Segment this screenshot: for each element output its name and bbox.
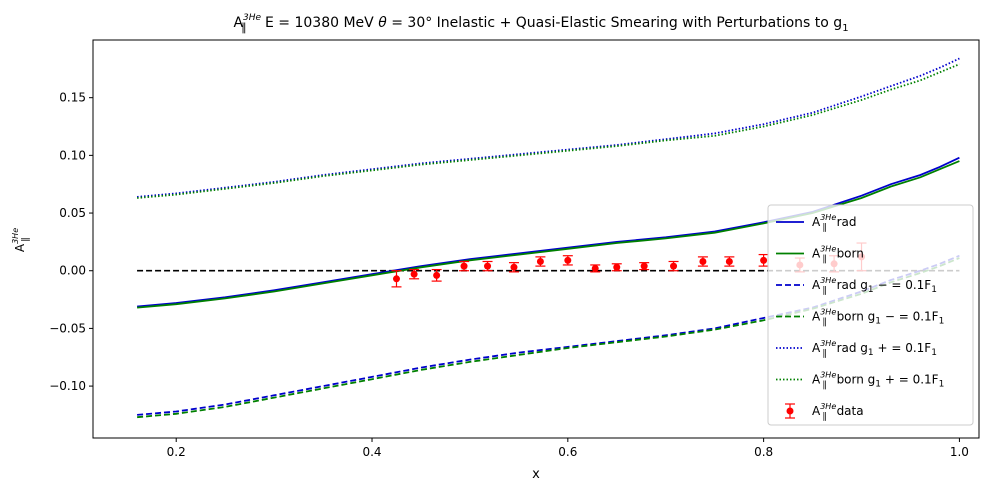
data-marker xyxy=(484,262,492,270)
data-marker xyxy=(433,271,441,279)
data-point xyxy=(409,268,420,280)
data-marker xyxy=(670,262,678,270)
legend-entry: A3He ∥ data xyxy=(785,402,864,422)
data-point xyxy=(535,256,546,267)
data-marker xyxy=(760,256,768,264)
legend-label: A3He ∥ data xyxy=(812,402,864,422)
legend-box xyxy=(767,204,974,426)
x-tick-label: 1.0 xyxy=(950,445,969,459)
data-point xyxy=(459,260,470,272)
data-point xyxy=(697,256,708,267)
legend-entry: A3He ∥ rad g1 + = 0.1F1 xyxy=(776,339,937,359)
series-group xyxy=(137,57,960,419)
data-marker xyxy=(460,262,468,270)
data-point xyxy=(482,260,493,272)
legend: A3He ∥ rad A3He ∥ born A3He ∥ rad g1 − = 0.1F… xyxy=(767,204,974,426)
legend-entry: A3He ∥ rad xyxy=(776,213,856,233)
data-marker xyxy=(640,262,648,270)
x-axis-label: x xyxy=(532,467,540,482)
y-tick-label: 0.15 xyxy=(59,91,86,105)
series-line-1 xyxy=(137,156,960,308)
data-marker xyxy=(699,257,707,265)
legend-swatch-marker xyxy=(786,407,794,415)
legend-label: A3He ∥ rad xyxy=(812,213,856,233)
data-point xyxy=(758,253,769,267)
data-point xyxy=(562,255,573,266)
title-sup: 3 xyxy=(243,13,249,23)
series-line-4 xyxy=(137,257,960,419)
data-marker xyxy=(591,264,599,272)
y-tick-label: 0.10 xyxy=(59,148,86,162)
title-sup-he: He xyxy=(249,13,262,23)
legend-label: A3He ∥ rad g1 + = 0.1F1 xyxy=(812,339,937,359)
title-theta: θ xyxy=(378,15,387,31)
series-line-3 xyxy=(137,254,960,416)
data-marker xyxy=(564,256,572,264)
data-point xyxy=(431,268,442,282)
data-marker xyxy=(725,257,733,265)
x-tick-label: 0.4 xyxy=(362,445,381,459)
x-tick-label: 0.8 xyxy=(754,445,773,459)
data-marker xyxy=(410,270,418,278)
legend-entry: A3He ∥ born xyxy=(776,245,864,265)
y-tick-label: −0.05 xyxy=(49,321,86,335)
data-marker xyxy=(536,257,544,265)
data-marker xyxy=(613,263,621,271)
legend-entry: A3He ∥ rad g1 − = 0.1F1 xyxy=(776,276,937,296)
title-a: A xyxy=(233,15,243,31)
y-tick-label: 0.00 xyxy=(59,264,86,278)
data-point xyxy=(508,262,519,273)
axes: 0.2 0.4 0.6 0.8 1.0 −0.10 −0.05 0.00 0.05 0.10 0.1… xyxy=(49,91,969,459)
data-marker xyxy=(510,263,518,271)
y-axis-label: A3He∥ xyxy=(11,228,31,252)
y-tick-label: 0.05 xyxy=(59,206,86,220)
series-line-2 xyxy=(137,160,960,309)
data-marker xyxy=(392,275,400,283)
title-sub1: 1 xyxy=(842,23,848,34)
y-tick-label: −0.10 xyxy=(49,379,86,393)
data-point xyxy=(590,264,601,273)
data-point xyxy=(639,262,650,271)
data-point xyxy=(724,256,735,267)
data-point xyxy=(611,263,622,272)
chart-title: A3He ∥ E = 10380 MeV θ = 30° Inelastic + … xyxy=(233,13,848,34)
legend-entry: A3He ∥ born g1 + = 0.1F1 xyxy=(776,371,944,391)
data-point xyxy=(668,260,679,272)
legend-label: A3He ∥ born g1 − = 0.1F1 xyxy=(812,308,944,328)
legend-label: A3He ∥ born g1 + = 0.1F1 xyxy=(812,371,944,391)
legend-label: A3He ∥ born xyxy=(812,245,864,265)
x-tick-label: 0.6 xyxy=(558,445,577,459)
x-tick-label: 0.2 xyxy=(167,445,186,459)
legend-label: A3He ∥ rad g1 − = 0.1F1 xyxy=(812,276,937,296)
data-point xyxy=(391,270,402,288)
title-rest2: = 30° Inelastic + Quasi-Elastic Smearing… xyxy=(387,15,842,31)
title-rest: E = 10380 MeV xyxy=(261,15,379,31)
title-sub: ∥ xyxy=(241,21,247,34)
legend-entry: A3He ∥ born g1 − = 0.1F1 xyxy=(776,308,944,328)
